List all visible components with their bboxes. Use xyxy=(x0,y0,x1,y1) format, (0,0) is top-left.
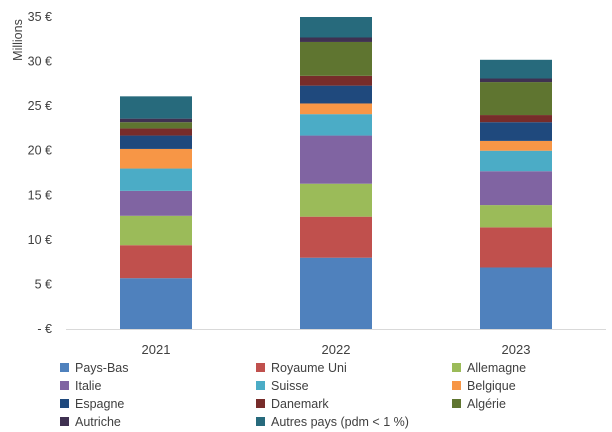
y-axis-ticks: - € 5 € 10 € 15 € 20 € 25 € 30 € 35 € xyxy=(28,10,52,336)
legend-label: Suisse xyxy=(271,379,309,393)
bar-segment xyxy=(120,190,192,216)
x-category-label: 2022 xyxy=(322,342,351,357)
bar-segment xyxy=(120,278,192,329)
bar-segment xyxy=(480,59,552,79)
y-tick-label: 10 € xyxy=(28,233,52,247)
bar-segment xyxy=(300,257,372,329)
bar-segment xyxy=(480,267,552,329)
x-category-label: 2023 xyxy=(502,342,531,357)
legend-swatch xyxy=(60,363,69,372)
bar-segment xyxy=(120,122,192,129)
y-tick-label: 5 € xyxy=(35,277,52,291)
legend-swatch xyxy=(256,399,265,408)
bar-segment xyxy=(300,183,372,217)
bar-segment xyxy=(300,114,372,136)
x-axis-categories: 2021 2022 2023 xyxy=(142,342,531,357)
legend-label: Autres pays (pdm < 1 %) xyxy=(271,415,409,429)
bar-segment xyxy=(120,118,192,123)
bar-segment xyxy=(300,17,372,38)
legend-label: Royaume Uni xyxy=(271,361,347,375)
bar-segment xyxy=(300,85,372,104)
bar-segment xyxy=(480,171,552,206)
legend-swatch xyxy=(256,381,265,390)
bar-segment xyxy=(480,227,552,268)
bar-segment xyxy=(480,122,552,141)
y-tick-label: 15 € xyxy=(28,188,52,202)
bar-segment xyxy=(480,78,552,83)
bar-segment xyxy=(120,128,192,136)
bar-segment xyxy=(480,115,552,123)
bar-segment xyxy=(300,75,372,86)
bar-segment xyxy=(300,216,372,258)
bar-segment xyxy=(300,41,372,76)
bar-segment xyxy=(480,82,552,116)
y-axis-label: Millions xyxy=(11,19,25,61)
bar-segment xyxy=(120,96,192,119)
legend-swatch xyxy=(256,363,265,372)
bar-segment xyxy=(300,103,372,115)
bar-segment xyxy=(120,135,192,149)
bar-segment xyxy=(300,135,372,184)
legend-label: Belgique xyxy=(467,379,516,393)
legend-swatch xyxy=(60,381,69,390)
legend-swatch xyxy=(452,399,461,408)
legend-label: Algérie xyxy=(467,397,506,411)
bar-segment xyxy=(120,215,192,246)
legend-label: Espagne xyxy=(75,397,124,411)
legend-swatch xyxy=(60,399,69,408)
y-tick-label: 35 € xyxy=(28,10,52,24)
bar-segment xyxy=(120,245,192,279)
x-category-label: 2021 xyxy=(142,342,171,357)
legend-label: Danemark xyxy=(271,397,329,411)
y-tick-label: 25 € xyxy=(28,99,52,113)
legend-swatch xyxy=(452,363,461,372)
bars xyxy=(120,17,552,329)
legend-label: Autriche xyxy=(75,415,121,429)
legend: Pays-Bas Royaume Uni Allemagne Italie Suisse… xyxy=(60,361,526,429)
bar-segment xyxy=(480,140,552,151)
legend-swatch xyxy=(256,417,265,426)
y-tick-label: - € xyxy=(37,322,52,336)
bar-segment xyxy=(120,168,192,191)
bar-segment xyxy=(480,150,552,172)
legend-swatch xyxy=(452,381,461,390)
bar-segment xyxy=(300,37,372,42)
y-tick-label: 20 € xyxy=(28,144,52,158)
legend-label: Allemagne xyxy=(467,361,526,375)
legend-swatch xyxy=(60,417,69,426)
legend-label: Pays-Bas xyxy=(75,361,129,375)
legend-label: Italie xyxy=(75,379,101,393)
bar-segment xyxy=(480,205,552,228)
y-tick-label: 30 € xyxy=(28,55,52,69)
bar-segment xyxy=(120,148,192,169)
